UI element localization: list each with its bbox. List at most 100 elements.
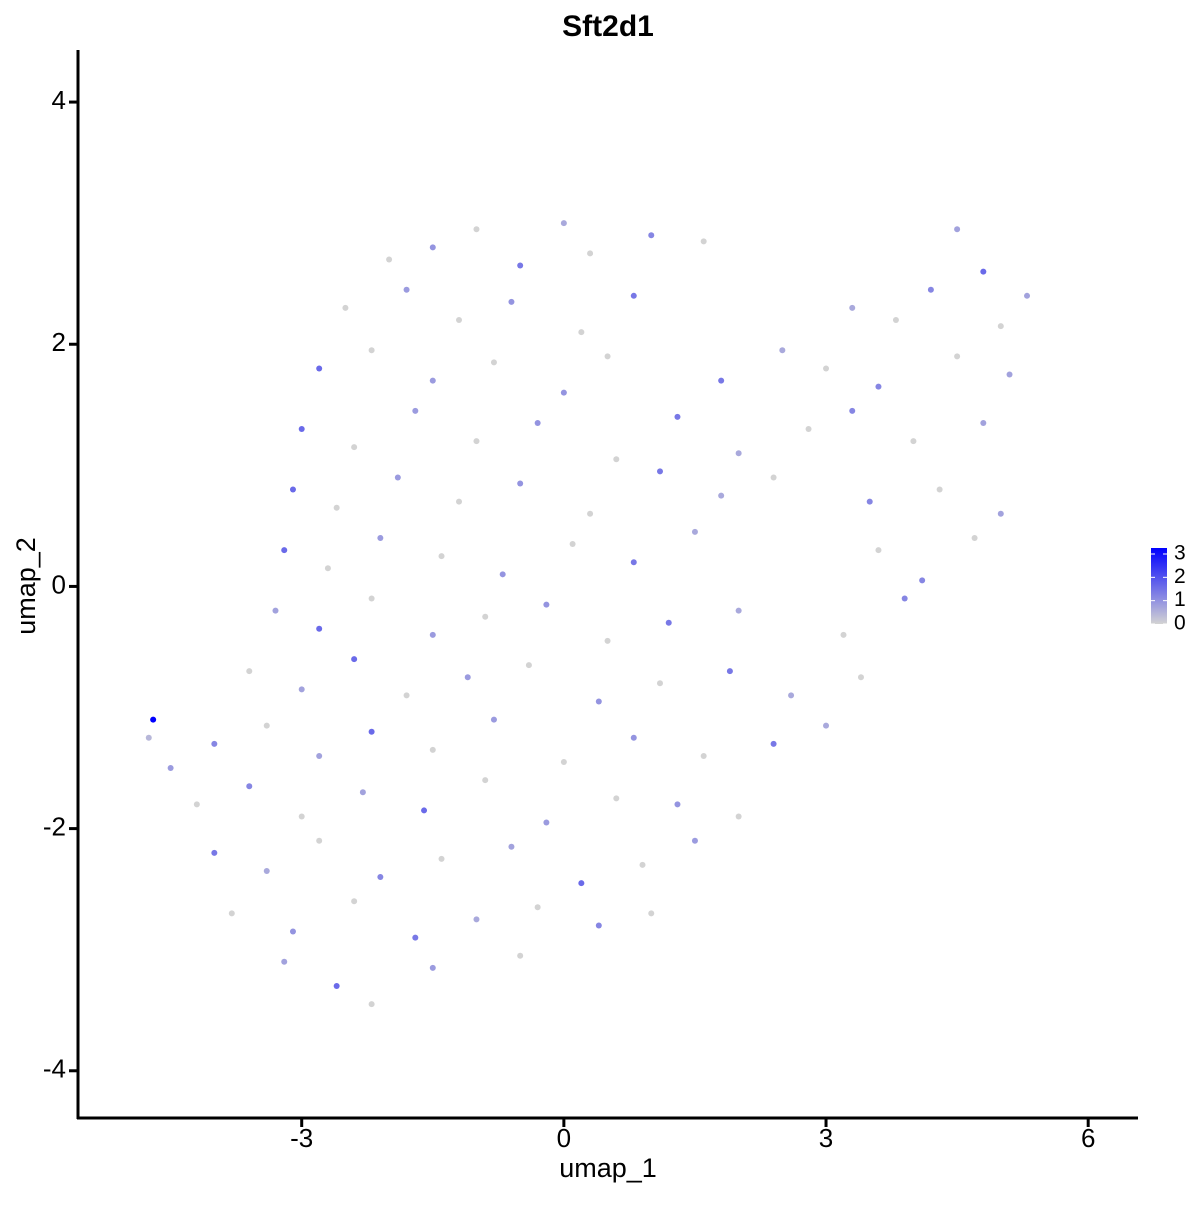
point	[595, 922, 602, 929]
point	[604, 353, 611, 360]
point	[473, 916, 480, 923]
point	[368, 728, 375, 735]
point	[630, 292, 637, 299]
point	[429, 746, 436, 753]
point	[145, 734, 152, 741]
point	[403, 286, 410, 293]
point	[429, 244, 436, 251]
point	[490, 359, 497, 366]
point	[919, 577, 926, 584]
point	[377, 874, 384, 881]
point	[517, 952, 524, 959]
point	[490, 716, 497, 723]
point	[857, 674, 864, 681]
point	[281, 547, 288, 554]
point	[429, 964, 436, 971]
point	[587, 510, 594, 517]
point	[429, 377, 436, 384]
point	[823, 722, 830, 729]
point	[805, 426, 812, 433]
point	[630, 559, 637, 566]
point	[665, 619, 672, 626]
y-tick-label: 4	[52, 85, 66, 115]
point	[412, 407, 419, 414]
point	[150, 716, 157, 723]
point	[788, 692, 795, 699]
point	[770, 474, 777, 481]
point	[892, 317, 899, 324]
point	[298, 813, 305, 820]
point	[901, 595, 908, 602]
point	[421, 807, 428, 814]
x-tick-label: -3	[290, 1123, 313, 1153]
point	[281, 958, 288, 965]
point	[246, 668, 253, 675]
point	[412, 934, 419, 941]
point	[517, 480, 524, 487]
point	[980, 268, 987, 275]
point	[648, 910, 655, 917]
point	[656, 468, 663, 475]
point	[875, 547, 882, 554]
y-tick-label: -2	[43, 811, 66, 841]
point	[779, 347, 786, 354]
point	[823, 365, 830, 372]
point	[866, 498, 873, 505]
point	[648, 232, 655, 239]
point	[543, 601, 550, 608]
point	[359, 789, 366, 796]
point	[456, 498, 463, 505]
point	[289, 486, 296, 493]
point	[560, 389, 567, 396]
y-tick-label: -4	[43, 1054, 66, 1084]
point	[849, 407, 856, 414]
point	[298, 686, 305, 693]
point	[936, 486, 943, 493]
point	[482, 777, 489, 784]
point	[980, 419, 987, 426]
point	[656, 680, 663, 687]
point	[735, 450, 742, 457]
point	[718, 377, 725, 384]
point	[333, 504, 340, 511]
point	[587, 250, 594, 257]
x-tick-label: 3	[819, 1123, 833, 1153]
y-tick-label: 0	[52, 569, 66, 599]
point	[525, 662, 532, 669]
y-tick-label: 2	[52, 327, 66, 357]
point	[534, 419, 541, 426]
point	[211, 740, 218, 747]
point	[193, 801, 200, 808]
point	[272, 607, 279, 614]
point	[228, 910, 235, 917]
point	[910, 438, 917, 445]
point	[543, 819, 550, 826]
point	[849, 304, 856, 311]
point	[377, 534, 384, 541]
point	[263, 722, 270, 729]
point	[499, 571, 506, 578]
point	[473, 226, 480, 233]
point	[613, 795, 620, 802]
point	[403, 692, 410, 699]
point	[735, 607, 742, 614]
colorbar-label: 0	[1174, 612, 1186, 635]
point	[316, 752, 323, 759]
point	[386, 256, 393, 263]
point	[316, 365, 323, 372]
point	[438, 553, 445, 560]
point	[351, 898, 358, 905]
point	[394, 474, 401, 481]
point	[595, 698, 602, 705]
point	[578, 880, 585, 887]
colorbar-label: 3	[1174, 542, 1186, 565]
point	[211, 849, 218, 856]
point	[954, 353, 961, 360]
point	[298, 426, 305, 433]
point	[726, 668, 733, 675]
points	[145, 220, 1031, 1008]
point	[997, 323, 1004, 330]
point	[289, 928, 296, 935]
point	[700, 752, 707, 759]
